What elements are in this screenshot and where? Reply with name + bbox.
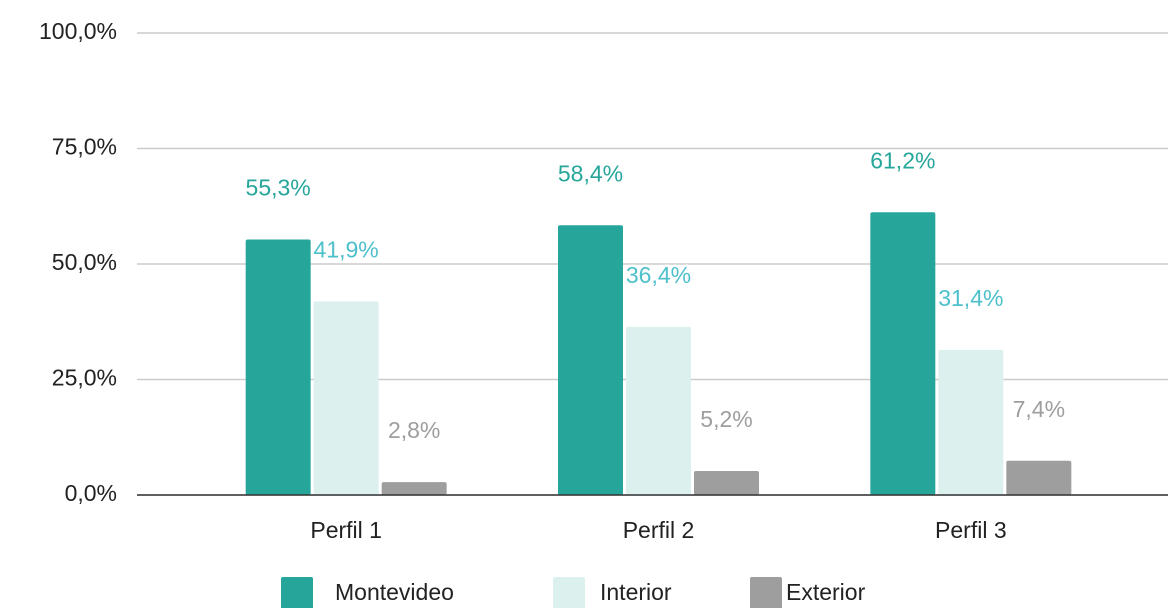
bar <box>694 470 759 495</box>
y-tick-label: 50,0% <box>52 249 117 275</box>
bar <box>1006 460 1072 495</box>
x-tick-label: Perfil 3 <box>935 517 1007 543</box>
data-label: 58,4% <box>558 160 623 186</box>
bar <box>558 225 623 495</box>
bar <box>245 239 311 495</box>
y-tick-label: 0,0% <box>65 480 117 506</box>
data-label: 7,4% <box>1013 396 1065 422</box>
data-label: 36,4% <box>626 262 691 288</box>
data-label: 41,9% <box>314 237 379 263</box>
x-tick-label: Perfil 2 <box>623 517 695 543</box>
legend-label: Montevideo <box>335 579 454 605</box>
y-tick-label: 25,0% <box>52 365 117 391</box>
data-label: 61,2% <box>870 147 935 173</box>
bar <box>381 482 447 495</box>
bar <box>870 212 936 496</box>
data-label: 5,2% <box>700 406 752 432</box>
data-label: 31,4% <box>938 285 1003 311</box>
y-tick-label: 100,0% <box>39 18 117 44</box>
legend-swatch <box>553 577 585 608</box>
bar <box>938 349 1004 495</box>
data-label: 2,8% <box>388 417 440 443</box>
legend-swatch <box>281 577 313 608</box>
legend-label: Interior <box>600 579 672 605</box>
y-tick-label: 75,0% <box>52 134 117 160</box>
legend-label: Exterior <box>786 579 866 605</box>
legend-swatch <box>750 577 782 608</box>
bar <box>313 301 379 495</box>
bar <box>626 326 691 495</box>
data-label: 55,3% <box>246 175 311 201</box>
x-tick-label: Perfil 1 <box>310 517 382 543</box>
